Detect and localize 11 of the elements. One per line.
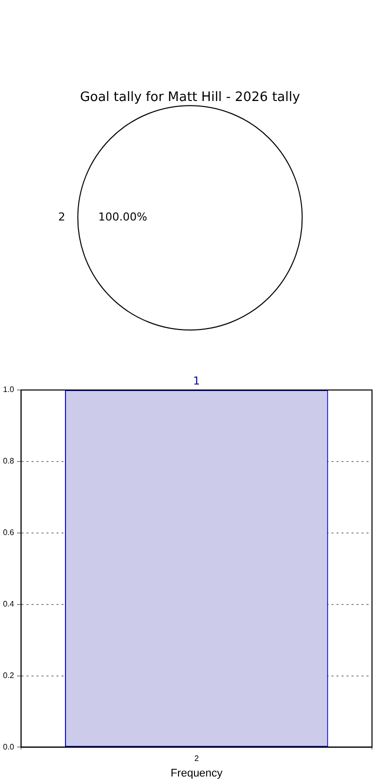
y-tick-label: 1.0 — [2, 385, 15, 394]
data-label: 1 — [193, 374, 200, 388]
x-axis-title: Frequency — [170, 767, 224, 780]
data-label: 100.00% — [98, 210, 148, 224]
slice-label: 2 — [58, 210, 66, 224]
y-tick-label: 0.8 — [2, 456, 15, 466]
y-tick-label: 0.0 — [2, 742, 15, 752]
y-tick-label: 0.2 — [2, 670, 15, 680]
y-tick-label: 0.4 — [2, 600, 15, 609]
chart-title: Goal tally for Matt Hill - 2026 tally — [80, 90, 300, 106]
y-tick-label: 0.6 — [2, 528, 15, 538]
